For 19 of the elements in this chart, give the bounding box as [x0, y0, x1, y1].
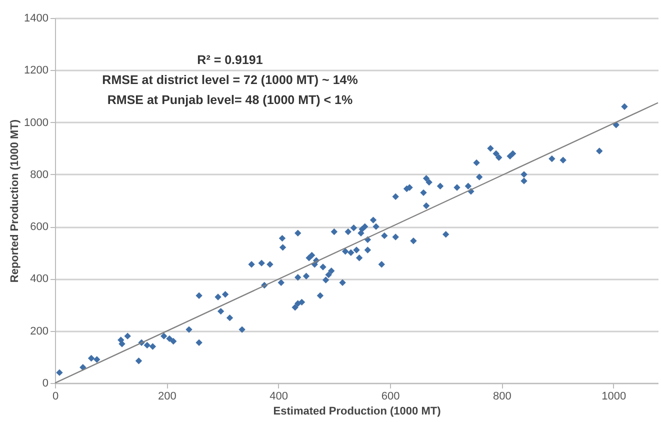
- x-tick-label: 1000: [602, 390, 626, 402]
- y-tick-label: 400: [30, 273, 48, 286]
- x-tick-label: 0: [52, 390, 59, 402]
- x-tick-label: 600: [381, 390, 400, 402]
- y-tick-label: 1200: [24, 64, 48, 77]
- x-tick-label: 200: [158, 390, 176, 402]
- y-tick-label: 200: [30, 325, 48, 338]
- y-tick-label: 1000: [24, 116, 48, 129]
- x-tick-label: 800: [492, 390, 512, 402]
- y-axis-title: Reported Production (1000 MT): [9, 119, 22, 283]
- x-tick-label: 400: [270, 390, 288, 402]
- y-tick-label: 600: [30, 221, 48, 234]
- annotation: R² = 0.9191: [197, 53, 263, 67]
- y-tick-label: 0: [42, 378, 48, 390]
- y-tick-label: 800: [30, 168, 48, 181]
- y-tick-label: 1400: [24, 12, 48, 24]
- x-axis-title: Estimated Production (1000 MT): [273, 406, 442, 418]
- annotation: RMSE at Punjab level= 48 (1000 MT) < 1%: [107, 93, 353, 107]
- annotation: RMSE at district level = 72 (1000 MT) ~ 14%: [102, 73, 358, 87]
